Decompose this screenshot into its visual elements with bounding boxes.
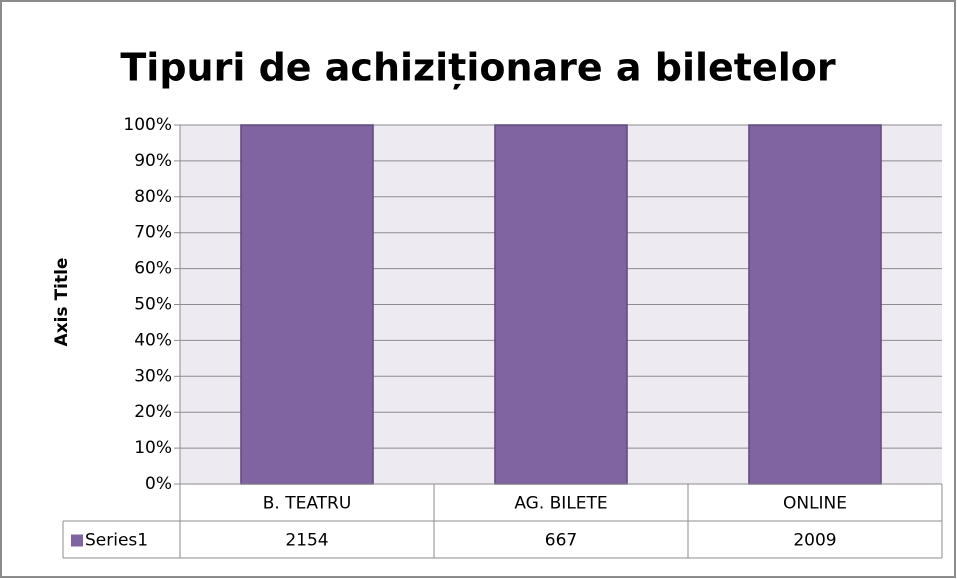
table-value: 667	[545, 531, 577, 551]
table-value: 2154	[285, 531, 328, 551]
x-tick-label: AG. BILETE	[514, 494, 607, 514]
y-tick-label: 100%	[123, 115, 172, 135]
legend-label: Series1	[85, 531, 148, 551]
y-tick-label: 20%	[134, 402, 172, 422]
y-tick-label: 60%	[134, 259, 172, 279]
y-tick-label: 90%	[134, 151, 172, 171]
bar	[494, 124, 628, 485]
chart-title: Tipuri de achiziționare a biletelor	[120, 46, 835, 90]
bar	[748, 124, 882, 485]
y-axis-title: Axis Title	[52, 258, 72, 347]
y-tick-label: 10%	[134, 438, 172, 458]
y-tick-label: 40%	[134, 330, 172, 350]
y-tick-label: 70%	[134, 223, 172, 243]
y-tick-label: 0%	[145, 474, 172, 494]
bar	[240, 124, 374, 485]
x-tick-label: B. TEATRU	[263, 494, 352, 514]
y-tick-label: 50%	[134, 295, 172, 315]
legend-key	[71, 534, 83, 547]
table-value: 2009	[793, 531, 836, 551]
y-tick-label: 80%	[134, 187, 172, 207]
x-tick-label: ONLINE	[783, 494, 847, 514]
y-tick-label: 30%	[134, 366, 172, 386]
